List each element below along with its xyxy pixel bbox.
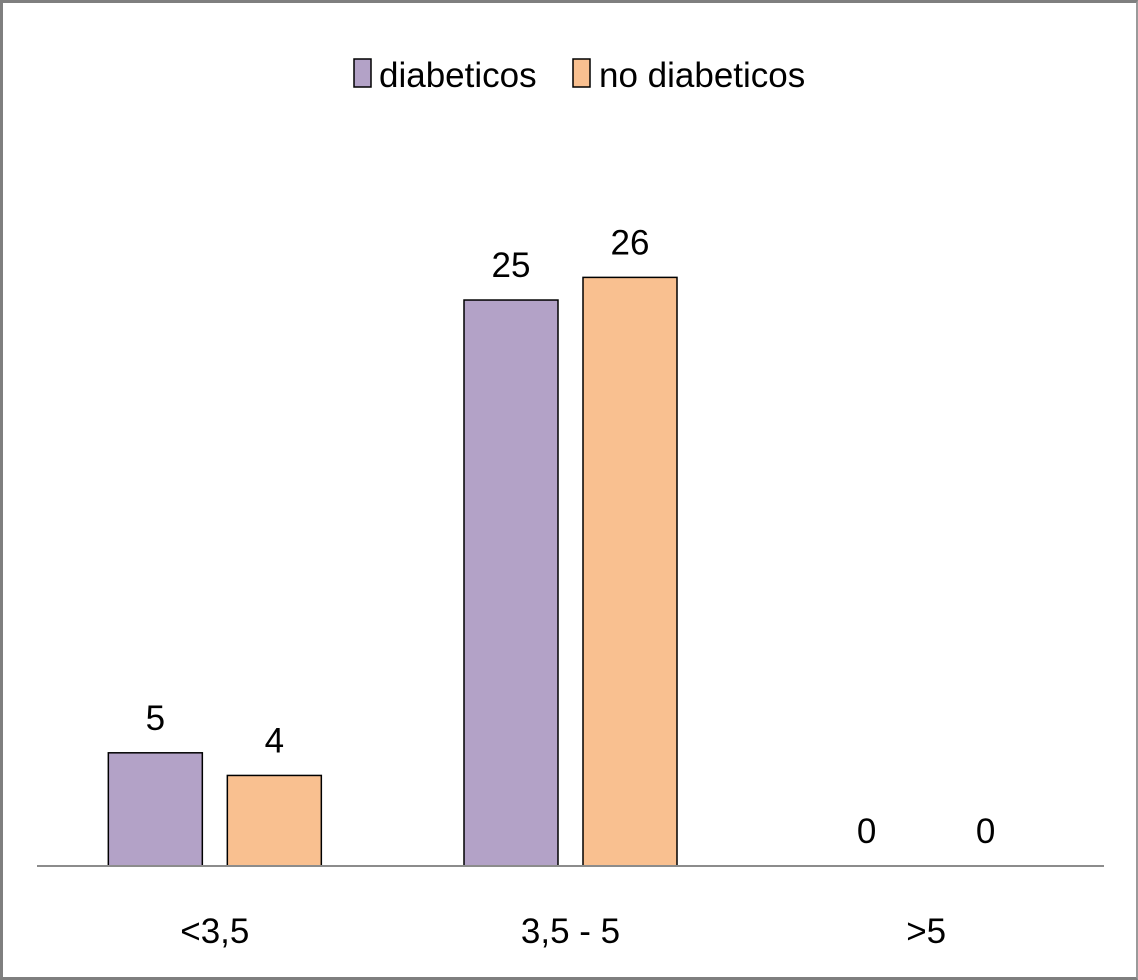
value-label-no-diabeticos-0: 4 <box>265 721 284 760</box>
value-label-no-diabeticos-1: 26 <box>611 223 650 262</box>
legend-label-diabeticos: diabeticos <box>379 56 537 95</box>
value-label-no-diabeticos-2: 0 <box>976 812 995 851</box>
legend-item-no-diabeticos[interactable]: no diabeticos <box>572 56 805 95</box>
value-labels-layer: 5 4 25 26 0 0 <box>146 223 996 851</box>
bar-no-diabeticos-1 <box>582 276 678 867</box>
bar-no-diabeticos-0 <box>226 774 323 867</box>
x-tick-label-1: 3,5 - 5 <box>521 912 620 951</box>
bar-diabeticos-1 <box>463 299 559 867</box>
legend-item-diabeticos[interactable]: diabeticos <box>353 56 537 95</box>
value-label-diabeticos-1: 25 <box>492 246 531 285</box>
legend-label-no-diabeticos: no diabeticos <box>599 56 805 95</box>
legend-swatch-diabeticos <box>353 58 372 88</box>
value-label-diabeticos-2: 0 <box>857 812 876 851</box>
x-axis-tick-labels: <3,5 3,5 - 5 >5 <box>180 912 946 951</box>
value-label-diabeticos-0: 5 <box>146 699 165 738</box>
x-tick-label-2: >5 <box>906 912 946 951</box>
bars-layer <box>107 276 678 867</box>
legend-swatch-no-diabeticos <box>572 58 591 88</box>
legend: diabeticos no diabeticos <box>353 56 805 95</box>
bar-diabeticos-0 <box>107 752 204 867</box>
x-tick-label-0: <3,5 <box>180 912 249 951</box>
